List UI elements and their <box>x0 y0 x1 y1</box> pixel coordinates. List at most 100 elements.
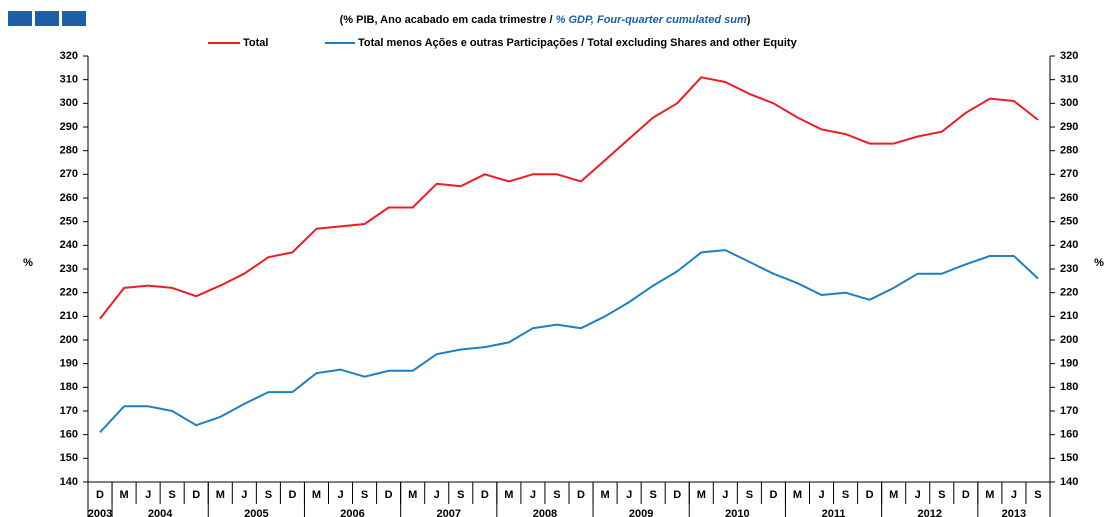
y2-tick-label: 140 <box>1060 476 1078 488</box>
y2-tick-label: 220 <box>1060 287 1078 299</box>
x-tick-label: S <box>457 489 464 501</box>
x-tick-label: M <box>312 489 321 501</box>
x-tick-label: S <box>265 489 272 501</box>
x-tick-label: M <box>889 489 898 501</box>
y2-tick-label: 270 <box>1060 168 1078 180</box>
y-tick-label: 240 <box>60 239 78 251</box>
x-group-label: 2004 <box>148 508 173 517</box>
y2-tick-label: 290 <box>1060 121 1078 133</box>
x-tick-label: S <box>746 489 753 501</box>
logo-block <box>62 11 86 26</box>
y2-tick-label: 310 <box>1060 74 1078 86</box>
x-tick-label: J <box>145 489 151 501</box>
title-en: % GDP, Four-quarter cumulated sum <box>556 14 747 26</box>
x-tick-label: S <box>169 489 176 501</box>
x-tick-label: S <box>1034 489 1041 501</box>
x-tick-label: D <box>962 489 970 501</box>
x-tick-label: D <box>385 489 393 501</box>
y2-tick-label: 320 <box>1060 50 1078 62</box>
x-tick-label: S <box>842 489 849 501</box>
y-tick-label: 200 <box>60 334 78 346</box>
logo-block <box>8 11 32 26</box>
y2-tick-label: 180 <box>1060 381 1078 393</box>
x-group-label: 2008 <box>533 508 557 517</box>
x-tick-label: J <box>337 489 343 501</box>
y-tick-label: 280 <box>60 145 78 157</box>
x-tick-label: M <box>504 489 513 501</box>
y2-tick-label: 280 <box>1060 145 1078 157</box>
x-group-label: 2003 <box>88 508 112 517</box>
x-tick-label: M <box>408 489 417 501</box>
y-tick-label: 160 <box>60 429 78 441</box>
x-tick-label: D <box>481 489 489 501</box>
chart-title: (% PIB, Ano acabado em cada trimestre / … <box>340 14 751 26</box>
y2-tick-label: 260 <box>1060 192 1078 204</box>
series-line <box>99 249 1039 433</box>
y-tick-label: 150 <box>60 452 78 464</box>
y2-tick-label: 170 <box>1060 405 1078 417</box>
x-tick-label: D <box>288 489 296 501</box>
x-tick-label: J <box>434 489 440 501</box>
y-tick-label: 230 <box>60 263 78 275</box>
x-tick-label: S <box>938 489 945 501</box>
x-group-label: 2006 <box>340 508 364 517</box>
y-tick-label: 310 <box>60 74 78 86</box>
y2-tick-label: 250 <box>1060 216 1078 228</box>
x-tick-label: J <box>722 489 728 501</box>
legend-label: Total menos Ações e outras Participações… <box>358 37 798 49</box>
x-tick-label: S <box>650 489 657 501</box>
y-tick-label: 210 <box>60 310 78 322</box>
y-tick-label: 190 <box>60 358 78 370</box>
x-tick-label: J <box>241 489 247 501</box>
x-tick-label: D <box>192 489 200 501</box>
x-group-label: 2013 <box>1002 508 1026 517</box>
y-tick-label: 220 <box>60 287 78 299</box>
legend-label: Total <box>243 37 268 49</box>
y2-tick-label: 230 <box>1060 263 1078 275</box>
y2-tick-label: 210 <box>1060 310 1078 322</box>
y2-tick-label: 190 <box>1060 358 1078 370</box>
x-group-label: 2011 <box>822 508 846 517</box>
y2-tick-label: 240 <box>1060 239 1078 251</box>
series-line <box>99 76 1039 320</box>
y-tick-label: 140 <box>60 476 78 488</box>
y-tick-label: 320 <box>60 50 78 62</box>
y2-tick-label: 150 <box>1060 452 1078 464</box>
y-tick-label: 260 <box>60 192 78 204</box>
x-tick-label: D <box>769 489 777 501</box>
x-tick-label: M <box>216 489 225 501</box>
y-tick-label: 290 <box>60 121 78 133</box>
x-group-label: 2005 <box>244 508 268 517</box>
x-group-label: 2009 <box>629 508 653 517</box>
y2-tick-label: 160 <box>1060 429 1078 441</box>
x-tick-label: D <box>673 489 681 501</box>
x-group-label: 2007 <box>437 508 461 517</box>
y-tick-label: 300 <box>60 97 78 109</box>
x-tick-label: J <box>1011 489 1017 501</box>
x-tick-label: M <box>697 489 706 501</box>
x-group-label: 2012 <box>918 508 942 517</box>
x-tick-label: M <box>985 489 994 501</box>
x-group-label: 2010 <box>725 508 749 517</box>
y2-axis-label: % <box>1094 257 1104 269</box>
x-tick-label: S <box>361 489 368 501</box>
x-tick-label: J <box>818 489 824 501</box>
x-tick-label: J <box>626 489 632 501</box>
title-pt: (% PIB, Ano acabado em cada trimestre / <box>340 14 556 26</box>
x-tick-label: J <box>915 489 921 501</box>
x-tick-label: M <box>600 489 609 501</box>
title-end: ) <box>747 14 751 26</box>
x-tick-label: M <box>793 489 802 501</box>
x-tick-label: M <box>119 489 128 501</box>
y-tick-label: 180 <box>60 381 78 393</box>
x-tick-label: S <box>553 489 560 501</box>
y-tick-label: 270 <box>60 168 78 180</box>
y2-tick-label: 300 <box>1060 97 1078 109</box>
x-tick-label: D <box>96 489 104 501</box>
x-tick-label: J <box>530 489 536 501</box>
x-tick-label: D <box>577 489 585 501</box>
y-tick-label: 250 <box>60 216 78 228</box>
y-tick-label: 170 <box>60 405 78 417</box>
y2-tick-label: 200 <box>1060 334 1078 346</box>
